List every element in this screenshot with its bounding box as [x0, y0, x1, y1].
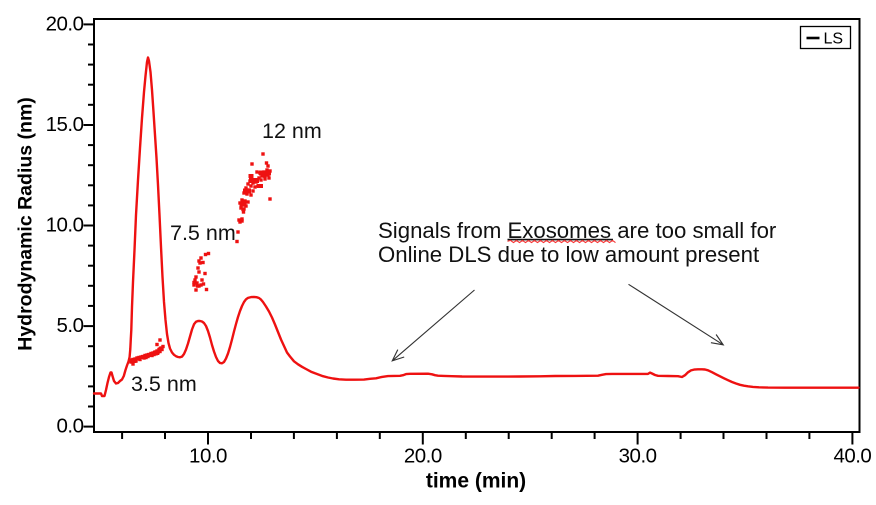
svg-text:3.5 nm: 3.5 nm — [131, 372, 197, 396]
svg-text:LS: LS — [824, 31, 844, 48]
svg-text:Online DLS due to low amount p: Online DLS due to low amount present — [378, 242, 759, 267]
svg-text:time (min): time (min) — [426, 470, 526, 493]
svg-text:Hydrodynamic Radius (nm): Hydrodynamic Radius (nm) — [15, 97, 37, 351]
svg-text:15.0: 15.0 — [46, 113, 84, 136]
svg-text:12 nm: 12 nm — [262, 119, 322, 143]
svg-text:20.0: 20.0 — [404, 445, 442, 468]
svg-text:10.0: 10.0 — [46, 214, 84, 237]
svg-text:20.0: 20.0 — [46, 13, 84, 36]
svg-text:5.0: 5.0 — [57, 314, 84, 337]
svg-text:30.0: 30.0 — [619, 445, 657, 468]
svg-text:7.5 nm: 7.5 nm — [170, 221, 236, 245]
svg-text:0.0: 0.0 — [57, 415, 84, 438]
svg-text:Signals from Exosomes are too: Signals from Exosomes are too small for — [378, 218, 777, 243]
svg-text:40.0: 40.0 — [833, 445, 871, 468]
svg-text:10.0: 10.0 — [189, 445, 227, 468]
